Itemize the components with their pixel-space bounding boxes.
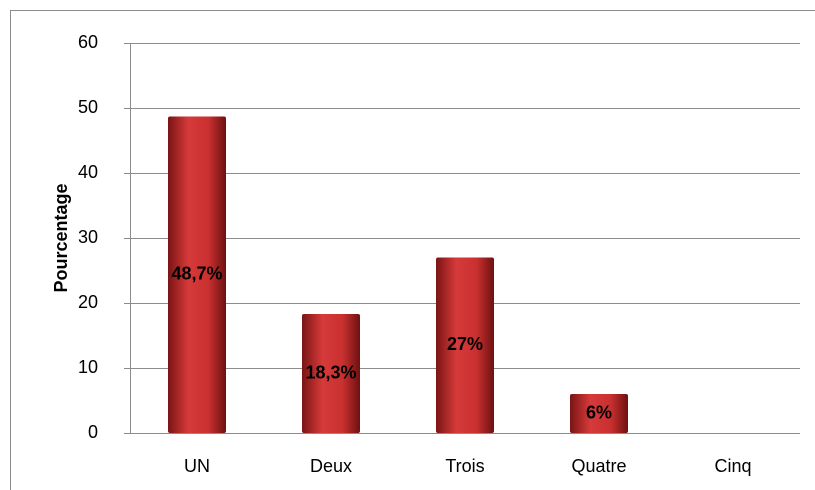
x-tick-label: Cinq: [714, 456, 751, 476]
y-tick-label: 40: [78, 162, 98, 182]
bar: [436, 257, 494, 433]
data-label: 6%: [586, 402, 612, 422]
y-tick-label: 0: [88, 422, 98, 442]
y-tick-label: 50: [78, 97, 98, 117]
bar: [302, 314, 360, 433]
bar: [570, 394, 628, 433]
y-tick-label: 10: [78, 357, 98, 377]
y-tick-label: 60: [78, 32, 98, 52]
x-tick-label: UN: [184, 456, 210, 476]
y-tick-label: 20: [78, 292, 98, 312]
x-tick-label: Deux: [310, 456, 352, 476]
data-label: 48,7%: [171, 263, 222, 283]
bar: [168, 116, 226, 433]
y-tick-label: 30: [78, 227, 98, 247]
data-label: 18,3%: [305, 362, 356, 382]
y-axis-label: Pourcentage: [51, 183, 71, 292]
data-label: 27%: [447, 334, 483, 354]
x-tick-label: Trois: [445, 456, 484, 476]
chart-border: [10, 10, 815, 490]
x-tick-label: Quatre: [571, 456, 626, 476]
